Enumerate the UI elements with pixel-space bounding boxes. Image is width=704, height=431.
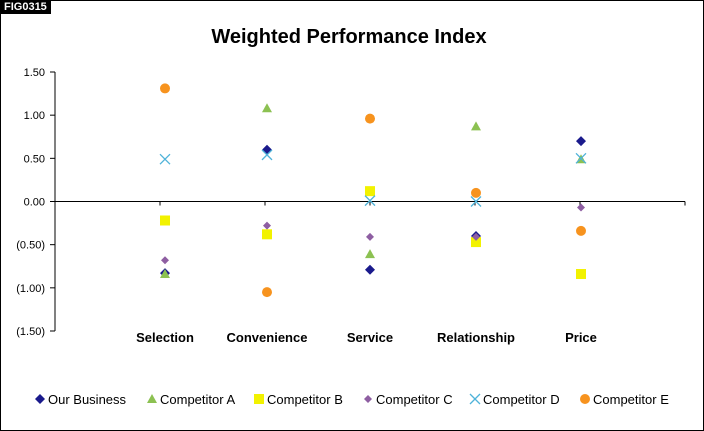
y-tick-label: 1.00 xyxy=(24,110,45,122)
legend-marker xyxy=(580,394,590,404)
data-point xyxy=(576,225,586,236)
data-marks xyxy=(159,83,587,298)
data-point xyxy=(575,152,587,164)
data-point xyxy=(471,237,481,248)
data-point xyxy=(366,232,374,241)
legend-label: Competitor D xyxy=(483,392,560,407)
legend-label: Our Business xyxy=(48,392,127,407)
data-point xyxy=(262,103,272,113)
y-tick-label: 0.50 xyxy=(24,153,45,165)
axes: 1.50 1.00 0.50 0.00 (0.50) (1.00) (1.50) Select… xyxy=(16,67,686,345)
figure-label: FIG0315 xyxy=(0,0,51,14)
data-point xyxy=(262,287,272,298)
legend-marker xyxy=(35,394,45,404)
legend-marker xyxy=(469,393,481,405)
legend-marker xyxy=(147,394,157,403)
y-tick-label: (1.50) xyxy=(16,326,45,338)
data-point xyxy=(365,264,375,275)
y-tick-label: (0.50) xyxy=(16,240,45,252)
data-point xyxy=(159,153,171,165)
data-point xyxy=(261,149,273,161)
y-tick-label: (1.00) xyxy=(16,283,45,295)
data-point xyxy=(576,269,586,280)
data-point xyxy=(576,136,586,147)
x-category-label: Relationship xyxy=(437,330,515,345)
legend: Our Business Competitor A Competitor B Comp… xyxy=(35,392,669,407)
data-point xyxy=(364,195,376,207)
data-point xyxy=(161,256,169,265)
x-category-label: Service xyxy=(347,330,393,345)
legend-marker xyxy=(254,394,264,404)
data-point xyxy=(262,229,272,240)
data-point xyxy=(472,232,480,241)
x-category-label: Convenience xyxy=(227,330,308,345)
x-category-label: Selection xyxy=(136,330,194,345)
data-point xyxy=(160,215,170,226)
legend-label: Competitor A xyxy=(160,392,235,407)
legend-label: Competitor B xyxy=(267,392,343,407)
legend-label: Competitor C xyxy=(376,392,453,407)
data-point xyxy=(262,144,272,155)
y-tick-label: 0.00 xyxy=(24,197,45,209)
data-point xyxy=(160,83,170,94)
x-category-label: Price xyxy=(565,330,597,345)
data-point xyxy=(365,186,375,197)
y-tick-label: 1.50 xyxy=(24,67,45,79)
chart-title: Weighted Performance Index xyxy=(211,26,486,48)
data-point xyxy=(365,113,375,124)
data-point xyxy=(160,269,170,279)
data-point xyxy=(365,249,375,259)
data-point xyxy=(470,196,482,207)
data-point xyxy=(471,121,481,131)
data-point xyxy=(471,187,481,198)
data-point xyxy=(577,203,585,212)
legend-marker xyxy=(364,395,372,403)
legend-label: Competitor E xyxy=(593,392,669,407)
data-point xyxy=(263,221,271,230)
